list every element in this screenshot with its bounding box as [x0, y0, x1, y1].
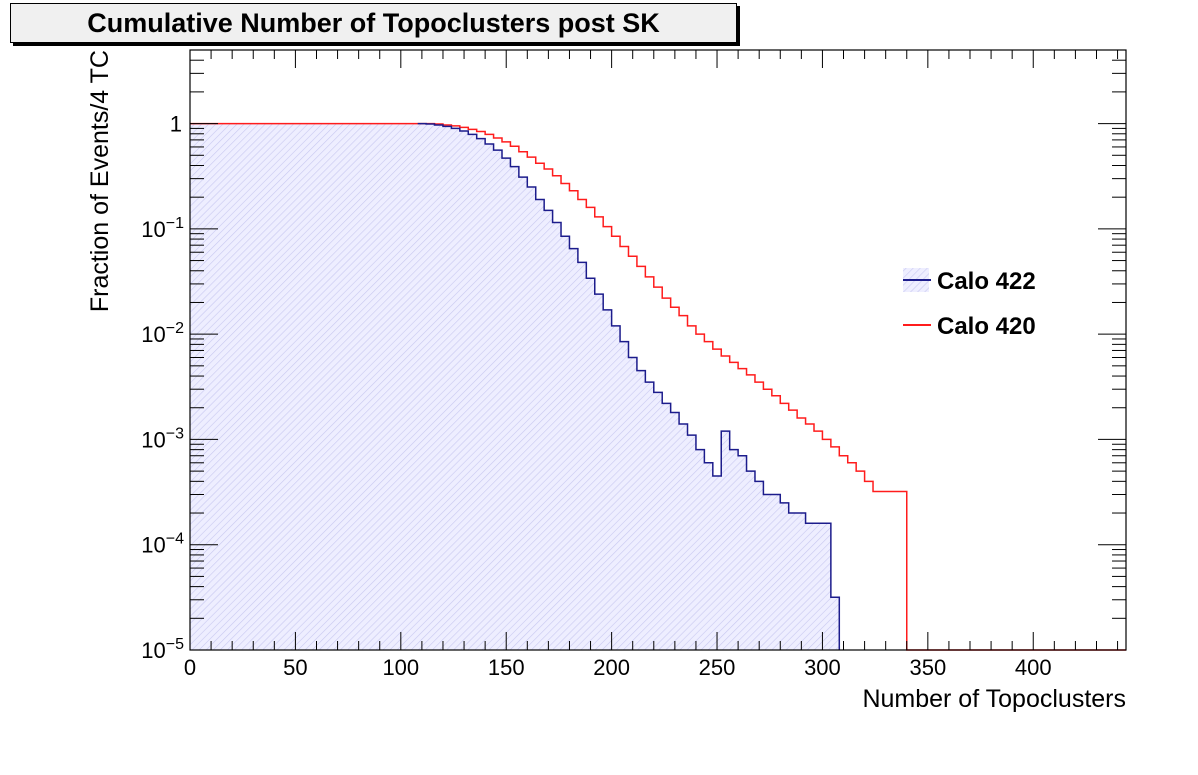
chart-title: Cumulative Number of Topoclusters post S… [87, 7, 660, 38]
y-tick-label: 10−4 [141, 531, 184, 558]
x-tick-label: 150 [488, 655, 525, 680]
y-tick-label: 10−3 [141, 425, 184, 452]
x-tick-label: 50 [283, 655, 307, 680]
x-tick-label: 300 [804, 655, 841, 680]
legend-label-calo-422: Calo 422 [937, 268, 1036, 295]
x-tick-label: 400 [1015, 655, 1052, 680]
chart-title-box: Cumulative Number of Topoclusters post S… [10, 3, 737, 43]
series-calo-420-line [190, 122, 1126, 651]
x-tick-label: 200 [593, 655, 630, 680]
y-tick-label: 10−2 [141, 320, 184, 347]
y-tick-label: 1 [170, 112, 182, 137]
x-tick-label: 250 [699, 655, 736, 680]
x-axis-title: Number of Topoclusters [862, 685, 1126, 713]
x-tick-label: 100 [382, 655, 419, 680]
y-tick-label: 10−5 [141, 636, 184, 663]
y-axis-title: Fraction of Events/4 TC [86, 50, 114, 312]
legend-label-calo-420: Calo 420 [937, 313, 1036, 340]
series-calo-422-line [417, 122, 841, 650]
x-tick-label: 350 [909, 655, 946, 680]
y-tick-label: 10−1 [141, 215, 184, 242]
x-tick-label: 0 [184, 655, 196, 680]
series-calo-422-area [190, 123, 840, 650]
